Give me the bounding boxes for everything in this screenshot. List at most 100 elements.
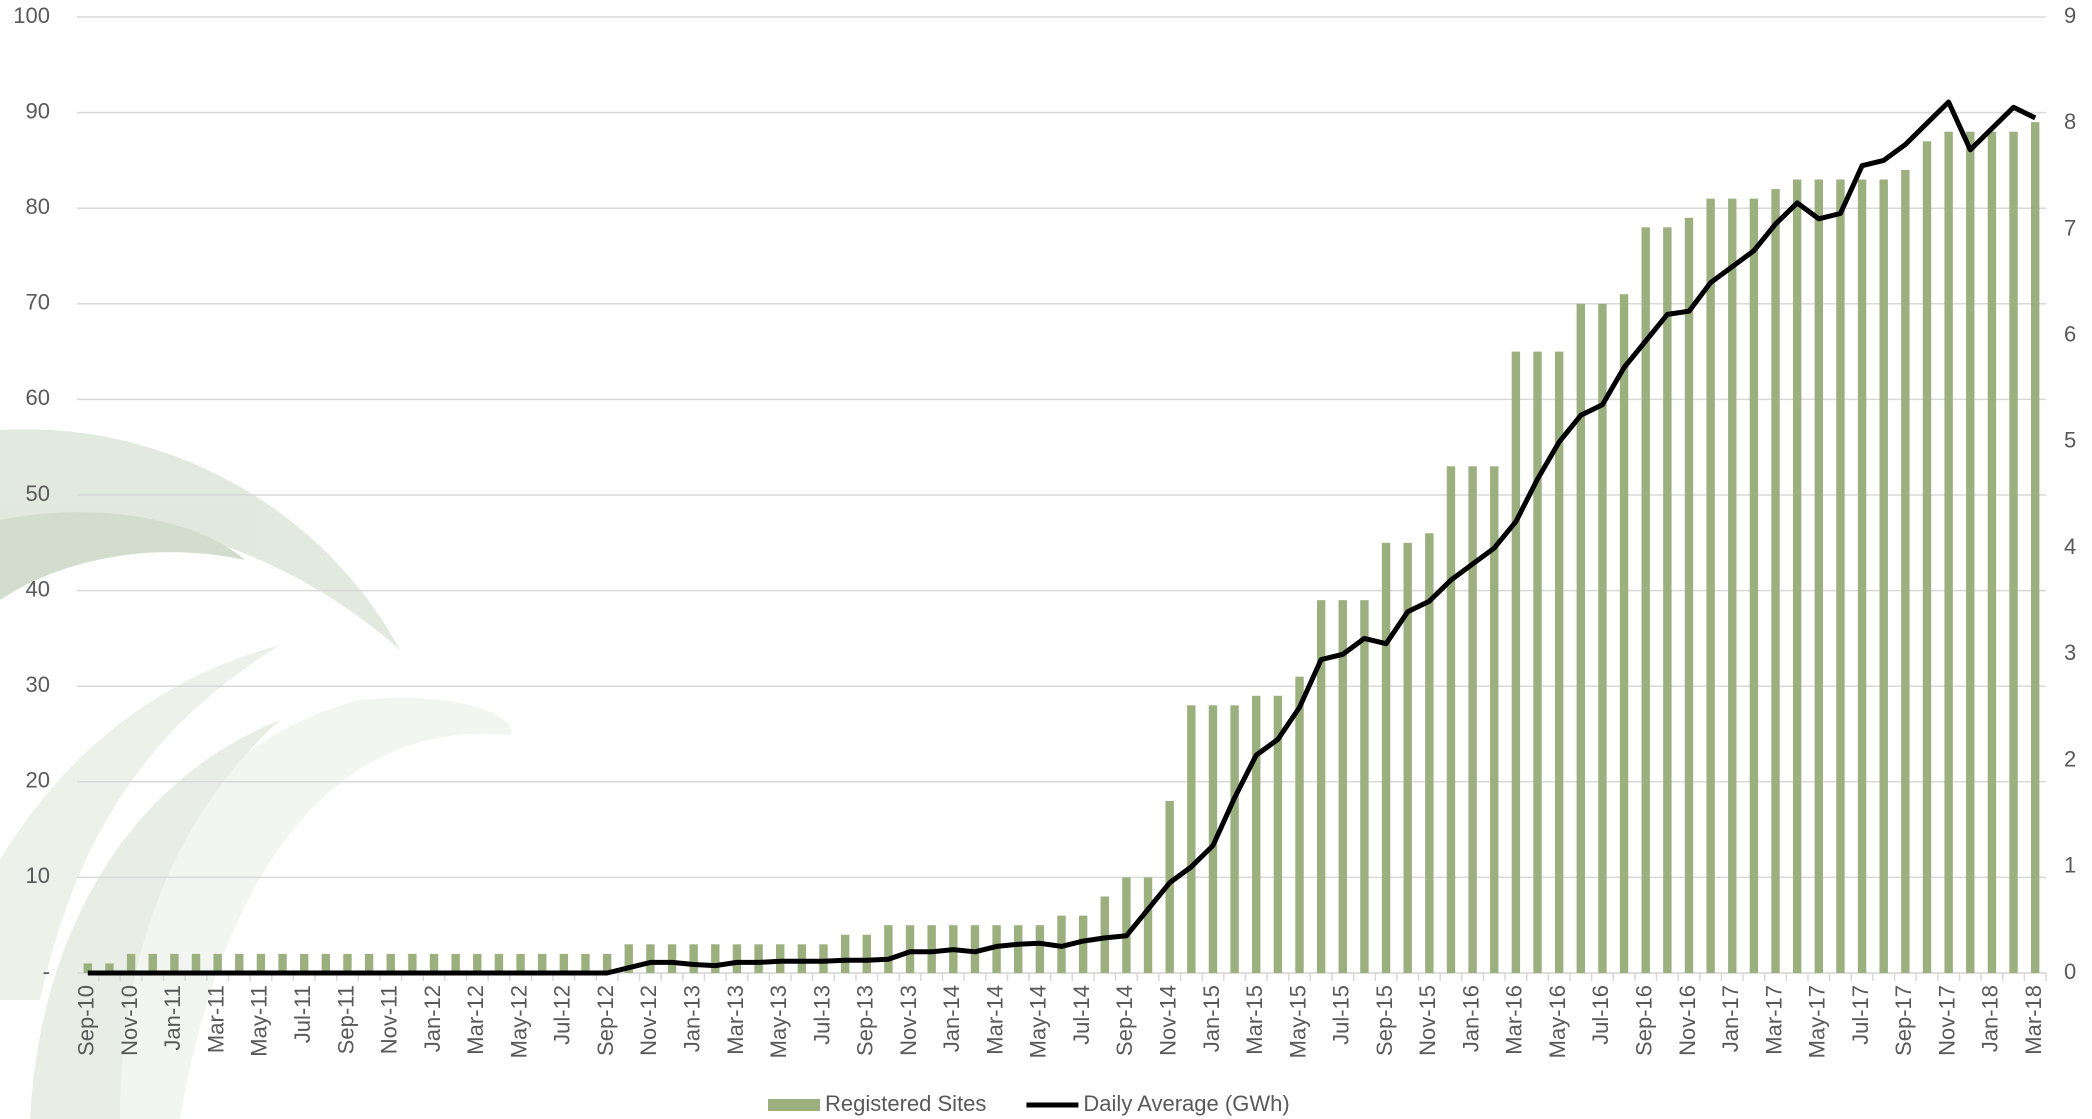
y2-tick-label: 6	[2064, 321, 2076, 346]
bar	[1230, 705, 1239, 973]
background-swoosh	[0, 429, 512, 1119]
x-tick-label: Nov-11	[377, 985, 402, 1054]
bar	[321, 953, 331, 973]
bar	[386, 953, 395, 973]
x-tick-label: Nov-14	[1155, 985, 1180, 1056]
bar	[126, 953, 136, 973]
x-tick-label: Jan-14	[939, 985, 964, 1052]
bar	[235, 953, 244, 973]
bar	[1857, 179, 1867, 973]
bar	[1338, 600, 1347, 973]
bar	[1165, 800, 1174, 973]
y-tick-label: 80	[26, 194, 50, 219]
x-tick-label: Sep-13	[853, 985, 878, 1056]
bar	[1295, 676, 1304, 973]
x-tick-label: Jan-18	[1978, 985, 2003, 1052]
bar	[1143, 877, 1153, 973]
bar	[1901, 169, 1910, 973]
bar	[1014, 925, 1023, 973]
x-tick-label: Jul-15	[1329, 985, 1354, 1045]
x-tick-label: May-12	[506, 985, 531, 1058]
bar	[1403, 542, 1412, 973]
y-tick-label: 30	[26, 672, 50, 697]
bar	[1122, 877, 1131, 973]
y2-tick-label: 4	[2064, 534, 2076, 559]
bars	[83, 122, 2040, 974]
x-tick-label: Sep-11	[333, 985, 358, 1054]
bar	[1706, 198, 1715, 973]
y2-tick-label: 8	[2064, 109, 2076, 134]
bar	[1836, 179, 1845, 973]
x-tick-label: Jan-16	[1458, 985, 1483, 1052]
bar	[905, 925, 915, 973]
bar	[646, 944, 655, 973]
bar	[1511, 351, 1521, 974]
bar	[581, 953, 590, 973]
x-tick-label: Sep-16	[1632, 985, 1657, 1056]
bar	[624, 944, 633, 973]
bar	[1771, 189, 1780, 973]
line	[87, 99, 2037, 976]
y2-tick-label: 9	[2064, 3, 2076, 28]
bar	[343, 953, 352, 973]
bar	[408, 953, 417, 973]
bar	[602, 953, 612, 973]
x-tick-label: Sep-17	[1891, 985, 1916, 1056]
bar	[429, 953, 439, 973]
bar	[538, 953, 547, 973]
bar	[1446, 466, 1456, 973]
bar	[1208, 705, 1218, 973]
x-tick-label: Sep-12	[593, 985, 618, 1056]
bar	[213, 953, 222, 973]
bar	[170, 953, 179, 973]
labels: - 10 20 30 40 50 60 70 80 90 100 0 1 2 3 4 5 6 7 8 9 Sep-10 No…	[13, 3, 2076, 1116]
x-tick-label: Jul-17	[1848, 985, 1873, 1045]
bar	[2030, 122, 2040, 973]
bar	[364, 953, 374, 973]
bar	[1663, 227, 1672, 973]
bar	[473, 953, 482, 973]
bar	[1187, 705, 1196, 973]
bar	[451, 953, 460, 973]
x-tick-label: Nov-15	[1415, 985, 1440, 1056]
bar	[1922, 141, 1932, 973]
x-tick-label: Jan-15	[1199, 985, 1224, 1052]
y-tick-label: 40	[26, 576, 50, 601]
y2-tick-label: 2	[2064, 746, 2076, 771]
x-tick-label: Mar-17	[1761, 985, 1786, 1055]
x-tick-label: Jul-14	[1069, 985, 1094, 1045]
x-tick-label: May-16	[1545, 985, 1570, 1058]
x-tick-label: Mar-13	[723, 985, 748, 1055]
bar	[927, 925, 936, 973]
bar	[1944, 131, 1953, 974]
bar	[992, 925, 1001, 973]
bar	[1792, 179, 1802, 973]
x-tick-label: Jan-13	[679, 985, 704, 1052]
x-tick-label: Jul-13	[809, 985, 834, 1045]
x-tick-label: Jan-17	[1718, 985, 1743, 1052]
bar	[1381, 542, 1391, 973]
x-tick-label: Sep-14	[1112, 985, 1137, 1056]
bar	[1078, 915, 1088, 973]
x-tick-label: Mar-14	[982, 985, 1007, 1055]
x-tick-label: Jan-12	[420, 985, 445, 1052]
y-tick-label: 90	[26, 98, 50, 123]
y-tick-label: 10	[26, 863, 50, 888]
bar	[970, 925, 980, 973]
y-tick-label: 20	[26, 768, 50, 793]
x-tick-label: Mar-12	[463, 985, 488, 1055]
x-tick-label: Nov-17	[1934, 985, 1959, 1056]
y-tick-label: 70	[26, 290, 50, 315]
bar	[840, 934, 850, 973]
y-tick-label: 50	[26, 481, 50, 506]
bar	[559, 953, 569, 973]
bar	[819, 944, 828, 973]
y-tick-label: 60	[26, 385, 50, 410]
y2-tick-label: 7	[2064, 215, 2076, 240]
y2-tick-label: 3	[2064, 640, 2076, 665]
bar	[1273, 695, 1283, 973]
bar	[516, 953, 525, 973]
legend-label: Registered Sites	[825, 1091, 986, 1116]
